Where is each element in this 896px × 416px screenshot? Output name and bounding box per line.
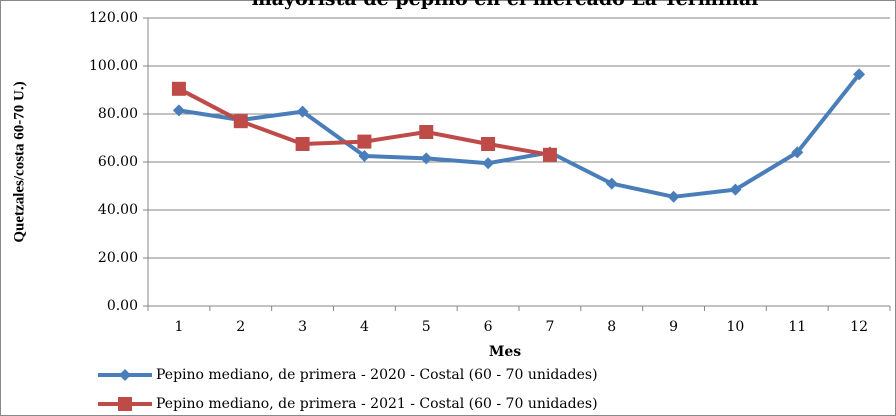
- x-tick-label: 5: [422, 319, 431, 335]
- x-tick-label: 6: [484, 319, 493, 335]
- data-point: [233, 114, 248, 129]
- data-point: [542, 147, 557, 162]
- y-tick-label: 80.00: [98, 106, 138, 122]
- data-point: [667, 190, 680, 203]
- data-point: [357, 134, 372, 149]
- legend-marker: [118, 397, 132, 411]
- data-point: [481, 137, 496, 151]
- x-tick-label: 1: [174, 319, 183, 335]
- y-tick-label: 0.00: [107, 298, 138, 314]
- data-point: [295, 137, 310, 151]
- y-tick-label: 120.00: [89, 10, 138, 26]
- x-tick-label: 8: [607, 319, 616, 335]
- data-point: [791, 146, 804, 159]
- y-tick-label: 40.00: [98, 202, 138, 218]
- data-point: [358, 150, 371, 162]
- x-tick-label: 10: [727, 319, 745, 335]
- series-line: [178, 73, 861, 199]
- data-point: [419, 125, 434, 139]
- x-tick-label: 11: [788, 319, 806, 335]
- x-tick-label: 2: [236, 319, 245, 335]
- data-point: [853, 68, 866, 81]
- y-tick-label: 20.00: [98, 250, 138, 266]
- data-point: [171, 81, 186, 96]
- legend-label: Pepino mediano, de primera - 2020 - Cost…: [156, 367, 598, 383]
- data-point: [420, 152, 433, 165]
- data-point: [605, 177, 618, 190]
- data-point: [172, 104, 185, 117]
- data-point: [482, 157, 495, 170]
- x-tick-label: 4: [360, 319, 369, 335]
- x-tick-label: 7: [545, 319, 554, 335]
- x-axis-title: Mes: [489, 344, 521, 360]
- y-tick-label: 60.00: [98, 154, 138, 170]
- legend-marker: [119, 369, 131, 381]
- y-tick-label: 100.00: [89, 58, 138, 74]
- legend-label: Pepino mediano, de primera - 2021 - Cost…: [156, 396, 598, 412]
- data-point: [729, 183, 742, 196]
- x-tick-label: 12: [850, 319, 868, 335]
- y-axis-title: Quetzales/costa 60-70 U.): [11, 81, 27, 242]
- chart-title: mayorista de pepino en el mercado La Ter…: [252, 0, 759, 10]
- x-tick-label: 9: [669, 319, 678, 335]
- x-tick-label: 3: [298, 319, 307, 335]
- data-point: [296, 105, 309, 118]
